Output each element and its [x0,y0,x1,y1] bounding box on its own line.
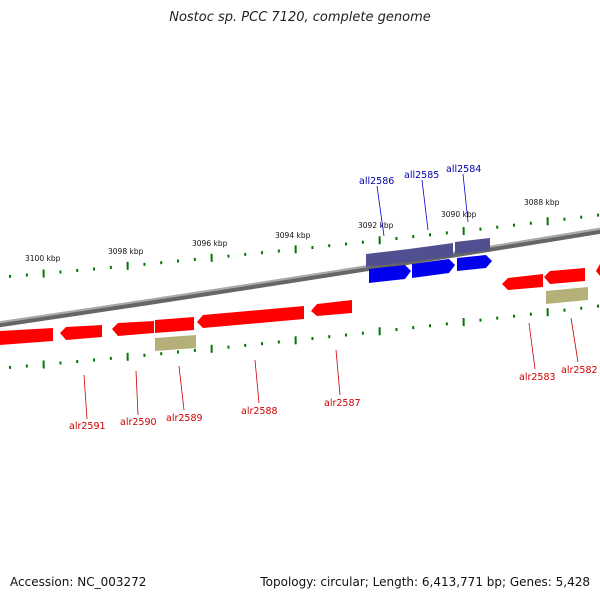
misc-feature[interactable] [155,335,196,351]
gene-all2586[interactable] [369,265,411,283]
misc-feature[interactable] [546,287,588,304]
misc-feature-track [155,287,588,351]
kbp-label: 3100 kbp [25,254,61,263]
gene-feature-all2584[interactable] [455,238,490,254]
gene-label-alr2587[interactable]: alr2587 [324,398,361,409]
gene-feature-all2586[interactable] [366,249,409,267]
gene-label-all2584[interactable]: all2584 [446,164,481,175]
gene-label-alr2591[interactable]: alr2591 [69,421,106,432]
gene-alr2588[interactable] [197,306,304,328]
gene-label-all2585[interactable]: all2585 [404,170,439,181]
gene-alr2592[interactable] [0,328,53,345]
gene-alr2591[interactable] [60,325,102,340]
lower-tick-track [9,304,600,369]
gene-alr2589[interactable] [155,317,194,333]
gene-label-all2586[interactable]: all2586 [359,176,394,187]
reverse-feature-track [366,238,490,267]
gene-alr2590[interactable] [112,321,154,336]
kbp-label: 3088 kbp [524,198,560,207]
gene-all2585[interactable] [412,259,455,278]
gene-all2584[interactable] [457,255,492,271]
kbp-label: 3096 kbp [192,239,228,248]
gene-label-alr2589[interactable]: alr2589 [166,413,203,424]
gene-label-alr2583[interactable]: alr2583 [519,372,556,383]
bottom-leader-lines [83,317,579,420]
kbp-label: 3098 kbp [108,247,144,256]
gene-label-alr2582[interactable]: alr2582 [561,365,598,376]
gene-feature-all2585[interactable] [409,243,453,262]
upper-tick-track [9,213,600,278]
genome-summary-text: Topology: circular; Length: 6,413,771 bp… [260,575,590,589]
gene-label-alr2588[interactable]: alr2588 [241,406,278,417]
accession-text: Accession: NC_003272 [10,575,147,589]
gene-alr2583[interactable] [502,274,543,290]
genome-backbone [0,227,600,328]
reverse-gene-track [369,255,492,283]
map-title: Nostoc sp. PCC 7120, complete genome [169,10,431,25]
gene-edge[interactable] [596,264,600,276]
kbp-label: 3094 kbp [275,231,311,240]
kbp-label: 3092 kbp [358,221,394,230]
gene-alr2587[interactable] [311,300,352,316]
gene-label-alr2590[interactable]: alr2590 [120,417,157,428]
kbp-label: 3090 kbp [441,210,477,219]
top-leader-lines [376,173,469,237]
forward-gene-track [0,264,600,345]
gene-alr2582[interactable] [544,268,585,284]
